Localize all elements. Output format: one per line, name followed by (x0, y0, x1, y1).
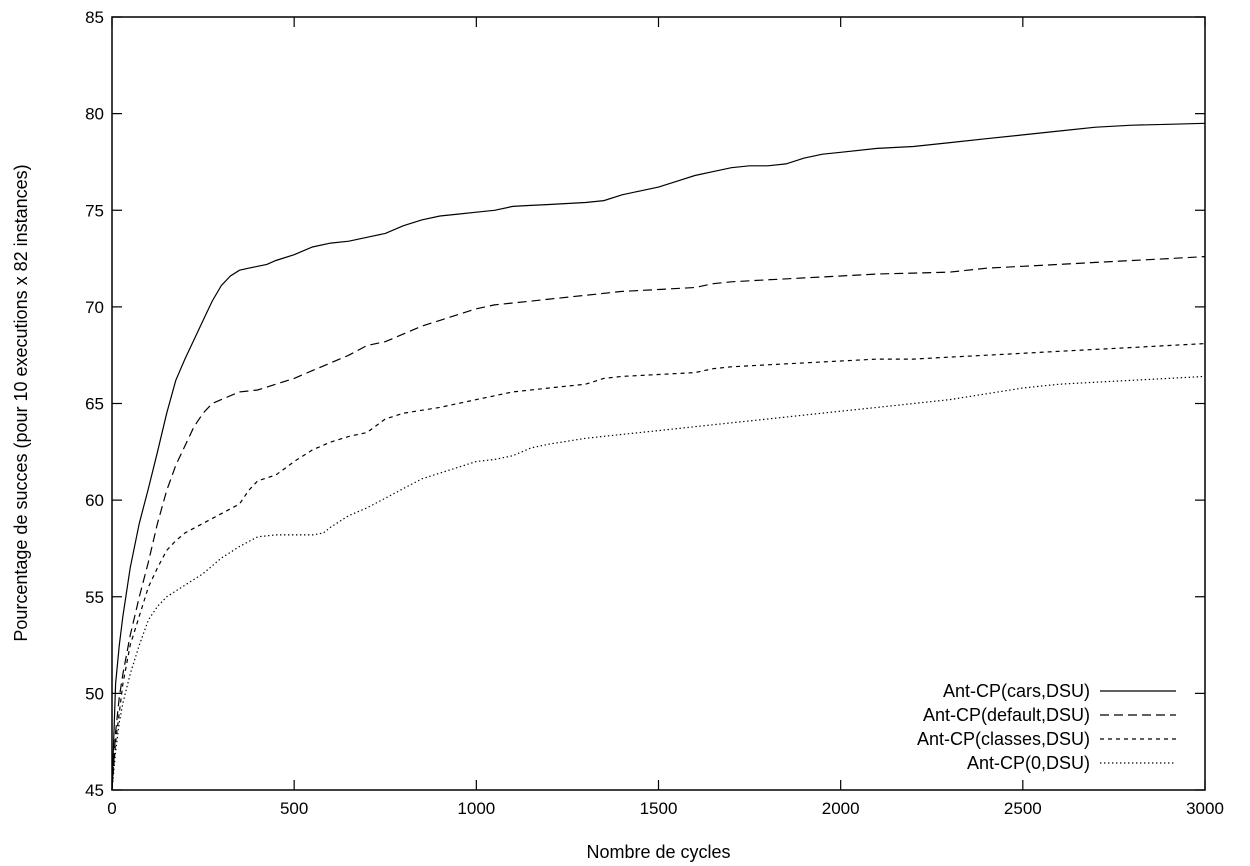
y-tick-label: 70 (85, 298, 104, 317)
x-tick-label: 0 (107, 799, 116, 818)
y-tick-label: 65 (85, 395, 104, 414)
x-axis-title: Nombre de cycles (586, 842, 730, 862)
legend: Ant-CP(cars,DSU) Ant-CP(default,DSU) Ant-C… (917, 681, 1176, 773)
y-tick-label: 60 (85, 491, 104, 510)
x-tick-label: 2000 (822, 799, 860, 818)
series-line-1 (111, 256, 1206, 791)
series-line-0 (111, 122, 1206, 791)
legend-label-3: Ant-CP(0,DSU) (967, 753, 1090, 773)
y-tick-label: 85 (85, 8, 104, 27)
x-tick-label: 2500 (1004, 799, 1042, 818)
series-line-2 (111, 343, 1206, 791)
legend-label-2: Ant-CP(classes,DSU) (917, 729, 1090, 749)
x-tick-label: 1000 (457, 799, 495, 818)
y-axis-title: Pourcentage de succes (pour 10 execution… (11, 164, 31, 641)
axis-ticks (111, 16, 1206, 791)
y-tick-label: 55 (85, 588, 104, 607)
series-lines (111, 122, 1206, 791)
axis-tick-labels: 0 500 1000 1500 2000 2500 3000 45 50 55 60 65 70 75 80… (85, 8, 1224, 818)
legend-label-0: Ant-CP(cars,DSU) (943, 681, 1090, 701)
x-tick-label: 3000 (1186, 799, 1224, 818)
y-tick-label: 45 (85, 781, 104, 800)
y-tick-label: 50 (85, 684, 104, 703)
x-tick-label: 1500 (640, 799, 678, 818)
y-tick-label: 75 (85, 201, 104, 220)
y-tick-label: 80 (85, 105, 104, 124)
x-tick-label: 500 (280, 799, 308, 818)
series-line-3 (111, 375, 1206, 791)
legend-label-1: Ant-CP(default,DSU) (923, 705, 1090, 725)
